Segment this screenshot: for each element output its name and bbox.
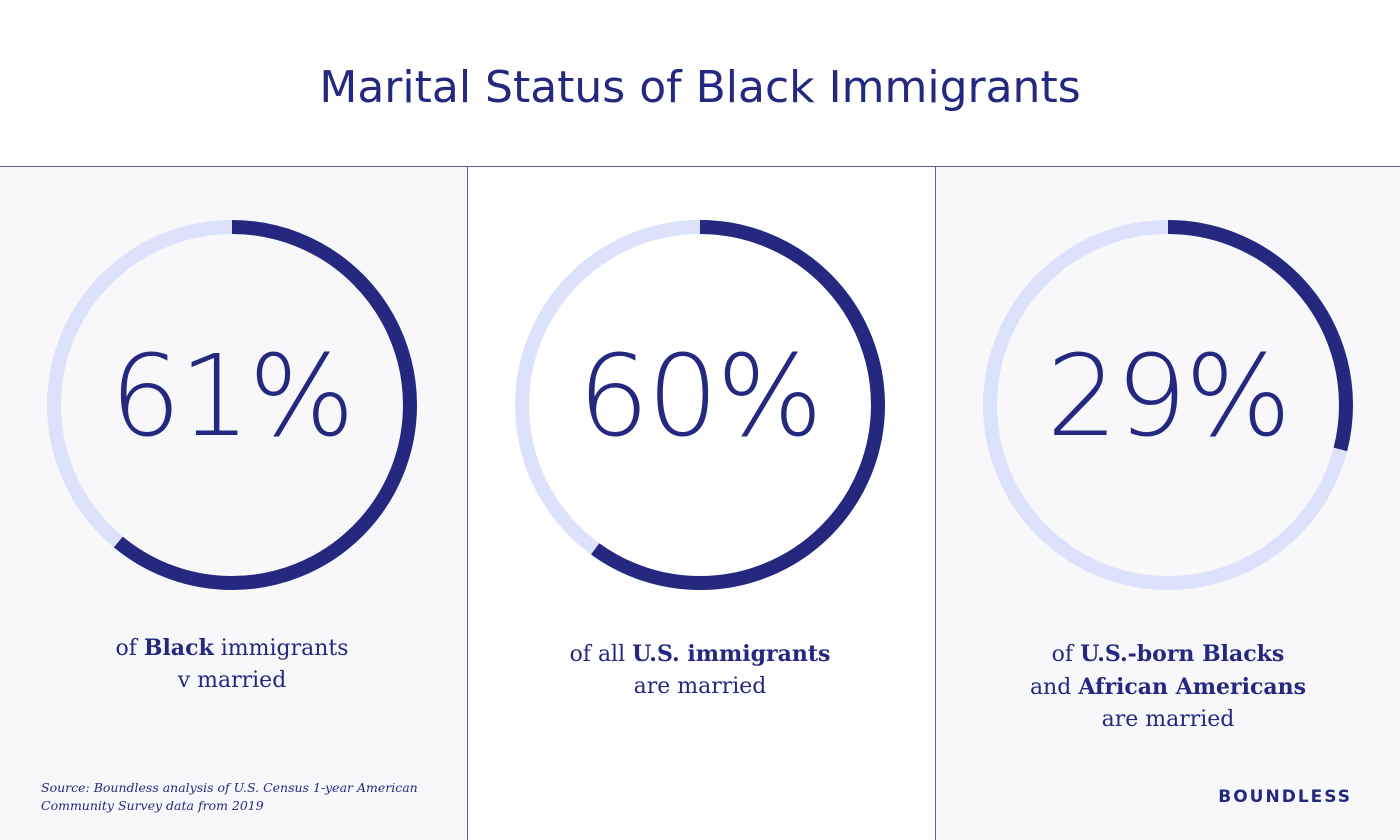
header: Marital Status of Black Immigrants (0, 0, 1400, 167)
donut-chart-us-immigrants (515, 220, 885, 590)
donut-chart-us-born-blacks (983, 220, 1353, 590)
caption-line-1: of U.S.-born Blacks (1051, 641, 1285, 667)
percent-value: 60% (578, 332, 823, 462)
panel-us-immigrants: 60% of all U.S. immigrants are married (468, 167, 936, 840)
caption-line-2: and African Americans (1029, 674, 1307, 700)
caption-us-born-blacks: of U.S.-born Blacks and African American… (936, 638, 1400, 736)
donut-value-arc (515, 220, 885, 590)
caption-line-2: are married (633, 674, 767, 699)
caption-line-1: of all U.S. immigrants (569, 641, 831, 667)
donut-value-arc (47, 220, 417, 590)
caption-us-immigrants: of all U.S. immigrants are married (468, 638, 932, 703)
caption-line-3: are married (1101, 707, 1235, 732)
caption-black-immigrants: of Black immigrants v married (0, 632, 464, 697)
caption-line-2: v married (177, 668, 287, 693)
donut-value-arc (983, 220, 1353, 590)
percent-value: 29% (1046, 332, 1292, 462)
page-title: Marital Status of Black Immigrants (319, 62, 1081, 113)
panel-black-immigrants: 61% of Black immigrants v married Source… (0, 167, 468, 840)
percent-value: 61% (110, 332, 355, 462)
source-note: Source: Boundless analysis of U.S. Censu… (41, 780, 418, 813)
panels: 61% of Black immigrants v married Source… (0, 167, 1400, 840)
panel-us-born-blacks: 29% of U.S.-born Blacks and African Amer… (936, 167, 1400, 840)
caption-line-1: of Black immigrants (115, 635, 349, 661)
brand-logo: BOUNDLESS (1218, 787, 1352, 807)
donut-chart-black-immigrants (47, 220, 417, 590)
